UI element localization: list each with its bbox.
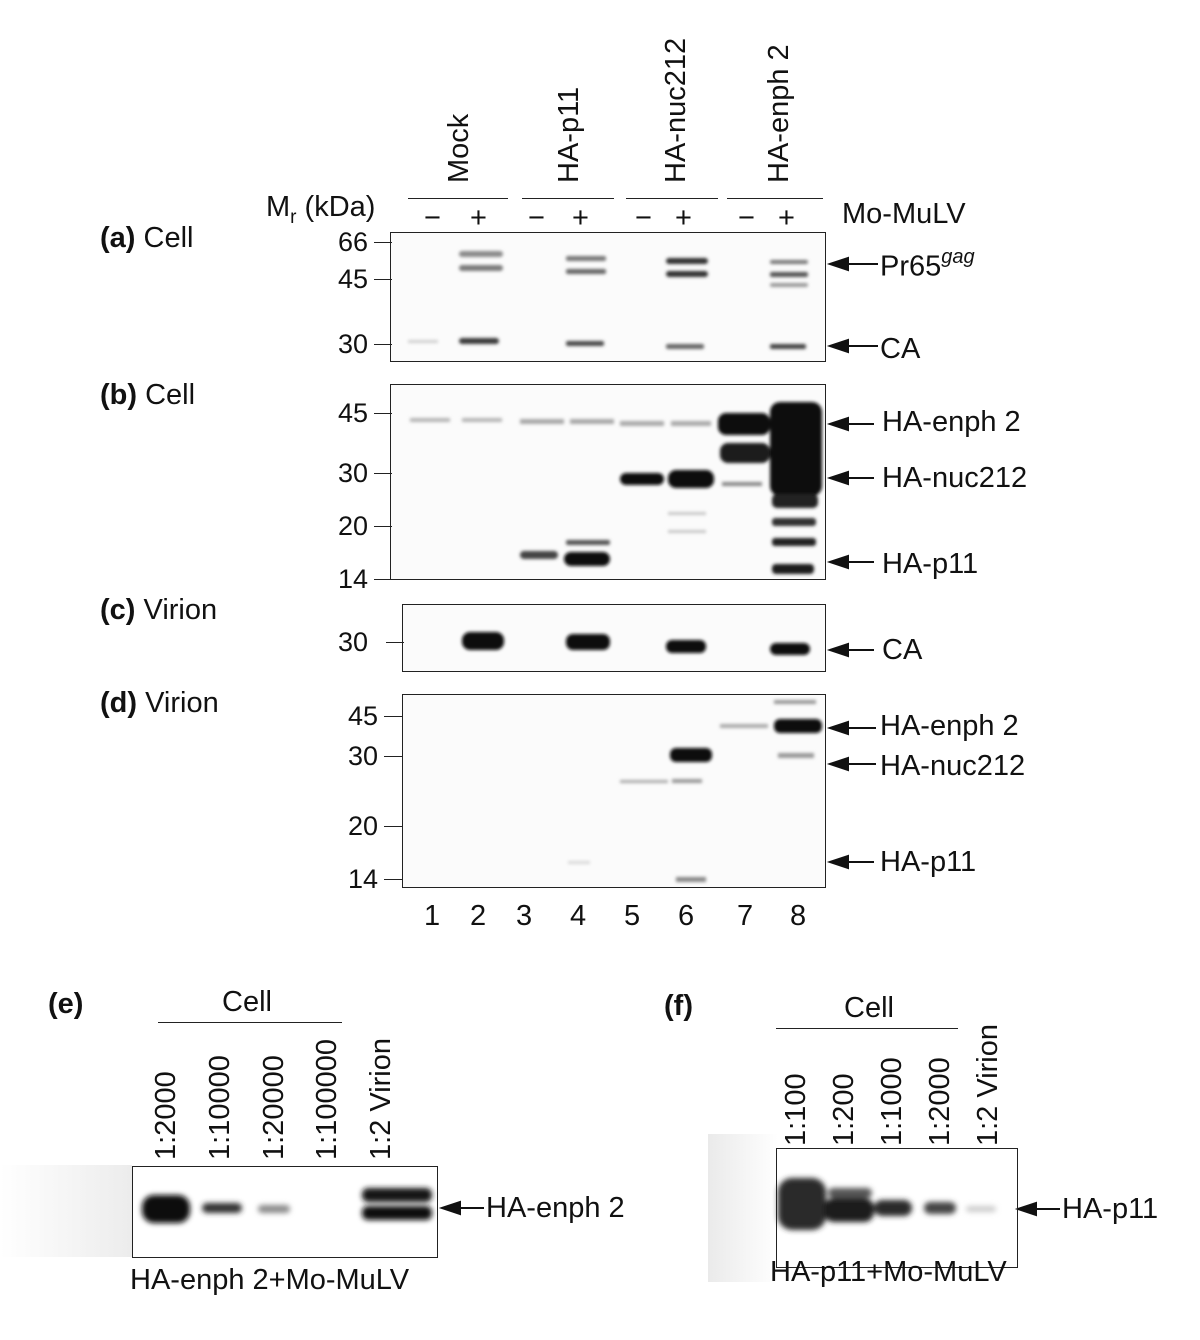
panel-f-group-line	[776, 1028, 958, 1029]
panel-f-label: (f)	[664, 990, 693, 1022]
panel-f-lane-5: 1:2 Virion	[972, 1024, 1004, 1146]
panel-b-marker-30: 30	[337, 458, 368, 488]
lane-number-3: 3	[516, 900, 533, 932]
mr-label: Mr (kDa)	[266, 191, 376, 228]
panel-a-label: (a) Cell	[100, 222, 194, 254]
panel-e-lane-1: 1:2000	[150, 1071, 182, 1160]
group-line-ha-nuc212	[626, 198, 718, 199]
lane-number-1: 1	[424, 900, 441, 932]
panel-d-bands	[568, 700, 822, 882]
panel-c-label: (c) Virion	[100, 594, 218, 626]
lane-number-8: 8	[790, 900, 807, 932]
lane-number-2: 2	[470, 900, 487, 932]
panel-a-band-ca: CA	[880, 333, 921, 365]
group-line-mock	[408, 198, 508, 199]
panel-c-bands	[462, 632, 810, 655]
panel-f-lane-1: 1:100	[780, 1073, 812, 1146]
panel-d-band-ha-nuc212: HA-nuc212	[880, 750, 1026, 782]
panel-f-bands	[778, 1178, 996, 1230]
panel-e-lane-5: 1:2 Virion	[365, 1038, 397, 1160]
panel-e-label: (e)	[48, 988, 84, 1020]
panel-e-blot	[132, 1166, 438, 1258]
panel-a-band-pr65gag: Pr65gag	[880, 246, 975, 283]
panel-e-lane-2: 1:10000	[204, 1055, 236, 1160]
panel-f-band-label: HA-p11	[1062, 1193, 1159, 1225]
panel-a-marker-45: 45	[337, 264, 368, 294]
panel-b-bands	[410, 402, 822, 574]
lane-number-5: 5	[624, 900, 641, 932]
panel-e-group-line	[158, 1022, 342, 1023]
panel-c-band-ca: CA	[882, 634, 923, 666]
sign-lane-1: −	[424, 202, 441, 234]
panel-f-fade	[708, 1134, 778, 1282]
panel-e-fade	[0, 1165, 132, 1257]
panel-b-label: (b) Cell	[100, 379, 196, 411]
panel-d-marker-14: 14	[347, 864, 378, 894]
panel-e-group-label: Cell	[222, 986, 272, 1018]
lane-number-7: 7	[737, 900, 754, 932]
panel-d-label: (d) Virion	[100, 687, 219, 719]
sign-lane-3: −	[528, 202, 545, 234]
panel-d-band-ha-p11: HA-p11	[880, 846, 977, 878]
panel-d-marker-20: 20	[347, 811, 378, 841]
panel-b-band-ha-nuc212: HA-nuc212	[882, 462, 1028, 494]
panel-e-caption: HA-enph 2+Mo-MuLV	[130, 1264, 410, 1296]
panel-b-marker-20: 20	[337, 511, 368, 541]
panel-e-bands	[142, 1188, 432, 1223]
panel-f-lane-4: 1:2000	[924, 1057, 956, 1146]
panel-f-caption: HA-p11+Mo-MuLV	[770, 1256, 1007, 1288]
panel-b-marker-45: 45	[337, 398, 368, 428]
panel-d-marker-45: 45	[347, 701, 378, 731]
panel-e-lane-4: 1:100000	[311, 1039, 343, 1160]
panel-c-marker-30: 30	[337, 627, 368, 657]
virus-label: Mo-MuLV	[842, 198, 966, 230]
panel-f-group-label: Cell	[844, 992, 894, 1024]
panel-f-lane-3: 1:1000	[876, 1057, 908, 1146]
sign-lane-7: −	[738, 202, 755, 234]
panel-f-lane-2: 1:200	[828, 1073, 860, 1146]
panel-f-blot	[776, 1148, 1018, 1268]
panel-a-marker-30: 30	[337, 329, 368, 359]
panel-b-band-ha-p11: HA-p11	[882, 548, 979, 580]
sign-lane-2: +	[470, 202, 487, 234]
sign-lane-4: +	[572, 202, 589, 234]
group-line-ha-p11	[522, 198, 614, 199]
sign-lane-8: +	[778, 202, 795, 234]
panel-a-bands	[408, 251, 808, 349]
panel-b-marker-14: 14	[337, 564, 368, 594]
sign-lane-5: −	[635, 202, 652, 234]
group-line-ha-enph2	[727, 198, 823, 199]
panel-b-band-ha-enph2: HA-enph 2	[882, 406, 1021, 438]
sign-lane-6: +	[675, 202, 692, 234]
panel-a-marker-66: 66	[337, 227, 368, 257]
panel-e-lane-3: 1:20000	[258, 1055, 290, 1160]
panel-d-marker-30: 30	[347, 741, 378, 771]
lane-number-6: 6	[678, 900, 695, 932]
panel-e-band-label: HA-enph 2	[486, 1192, 625, 1224]
panel-d-band-ha-enph2: HA-enph 2	[880, 710, 1019, 742]
lane-number-4: 4	[570, 900, 587, 932]
